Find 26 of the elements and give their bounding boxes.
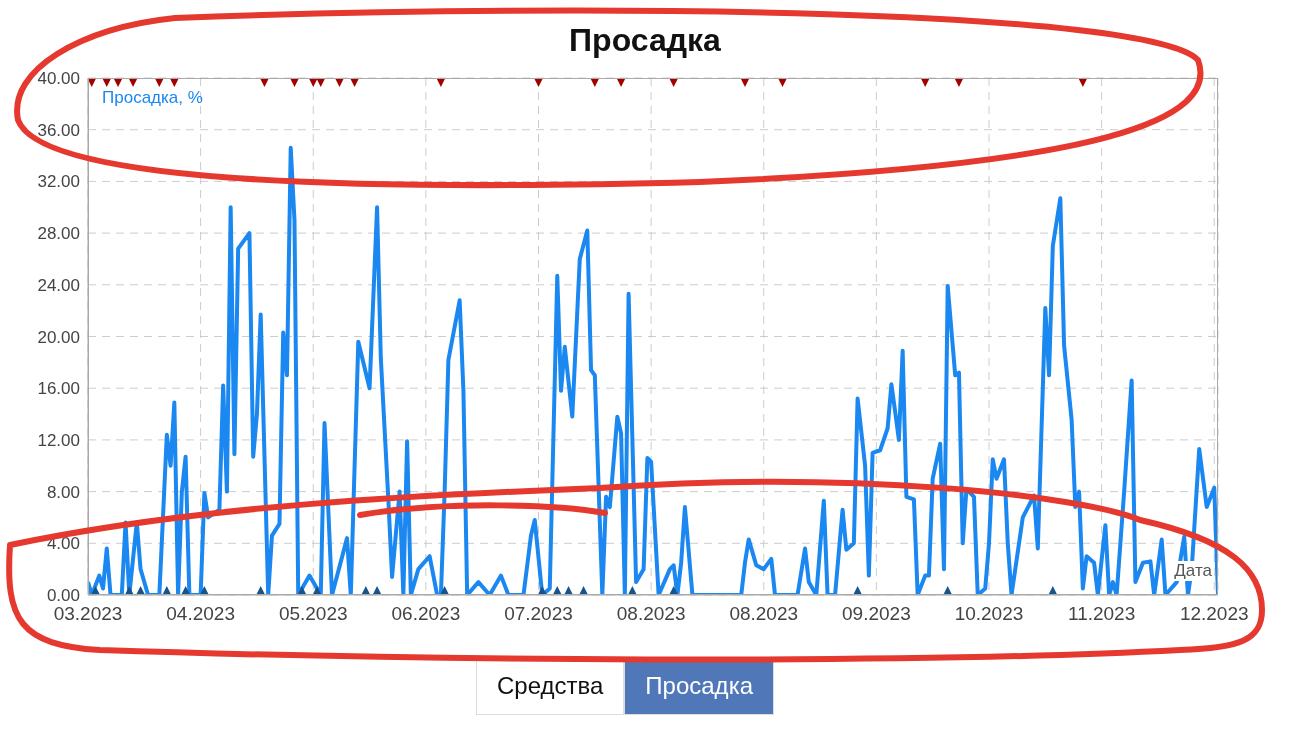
x-tick-label: 03.2023 xyxy=(53,603,123,625)
x-tick-label: 08.2023 xyxy=(729,603,799,625)
x-tick-label: 08.2023 xyxy=(616,603,686,625)
x-tick-label: 11.2023 xyxy=(1067,603,1136,625)
x-tick-label: 07.2023 xyxy=(504,603,573,625)
y-tick-label: 16.00 xyxy=(37,379,80,399)
x-tick-label: 04.2023 xyxy=(166,603,235,625)
y-tick-label: 20.00 xyxy=(37,327,80,347)
y-tick-label: 28.00 xyxy=(37,224,80,244)
text: Просадка xyxy=(624,657,774,715)
y-tick-label: 36.00 xyxy=(37,120,80,140)
text: Просадка, % xyxy=(102,88,203,108)
y-tick-label: 40.00 xyxy=(37,69,80,89)
x-tick-label: 05.2023 xyxy=(278,603,348,625)
x-tick-label: 12.2023 xyxy=(1179,603,1249,625)
y-tick-label: 12.00 xyxy=(37,430,80,450)
x-tick-label: 10.2023 xyxy=(954,603,1024,625)
y-tick-label: 24.00 xyxy=(37,275,80,295)
y-tick-label: 8.00 xyxy=(46,482,80,502)
x-tick-label: 06.2023 xyxy=(391,603,461,625)
text: Средства xyxy=(476,657,625,715)
x-tick-label: 09.2023 xyxy=(842,603,911,625)
y-tick-label: 32.00 xyxy=(37,172,80,192)
chart-title: Просадка xyxy=(568,22,722,59)
y-tick-label: 0.00 xyxy=(46,586,80,606)
y-tick-label: 4.00 xyxy=(46,534,80,554)
